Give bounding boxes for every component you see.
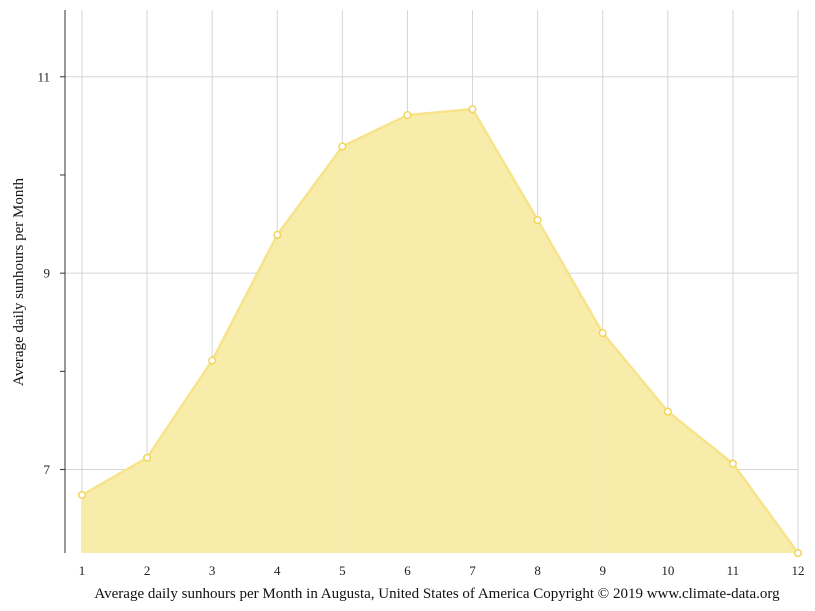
- y-tick-label: 9: [44, 266, 51, 281]
- x-tick-label: 1: [79, 563, 86, 578]
- data-point: [793, 548, 803, 558]
- x-tick-label: 6: [404, 563, 411, 578]
- data-point: [598, 329, 607, 338]
- data-point: [468, 105, 477, 114]
- data-markers: [77, 105, 803, 558]
- x-tick-label: 5: [339, 563, 346, 578]
- x-tick-label: 3: [209, 563, 216, 578]
- x-axis-title: Average daily sunhours per Month in Augu…: [94, 586, 780, 602]
- data-point: [338, 142, 347, 151]
- x-tick-label: 12: [792, 563, 805, 578]
- data-point: [533, 216, 542, 225]
- area-series: [81, 107, 800, 554]
- data-point: [403, 111, 412, 120]
- x-tick-label: 9: [599, 563, 606, 578]
- x-tick-label: 8: [534, 563, 541, 578]
- y-axis-title: Average daily sunhours per Month: [11, 178, 27, 387]
- area-fill: [82, 109, 798, 554]
- x-tick-label: 7: [469, 563, 476, 578]
- y-tick-label: 11: [37, 69, 50, 84]
- x-tick-label: 2: [144, 563, 151, 578]
- data-point: [273, 230, 282, 239]
- data-point: [208, 356, 217, 365]
- data-point: [77, 491, 87, 500]
- data-point: [143, 453, 152, 462]
- series-line: [81, 107, 800, 554]
- axes: [60, 10, 66, 553]
- x-tick-label: 10: [661, 563, 674, 578]
- x-tick-label: 4: [274, 563, 281, 578]
- data-point: [728, 459, 737, 468]
- y-tick-label: 7: [44, 462, 51, 477]
- x-tick-label: 11: [727, 563, 740, 578]
- data-point: [663, 407, 672, 416]
